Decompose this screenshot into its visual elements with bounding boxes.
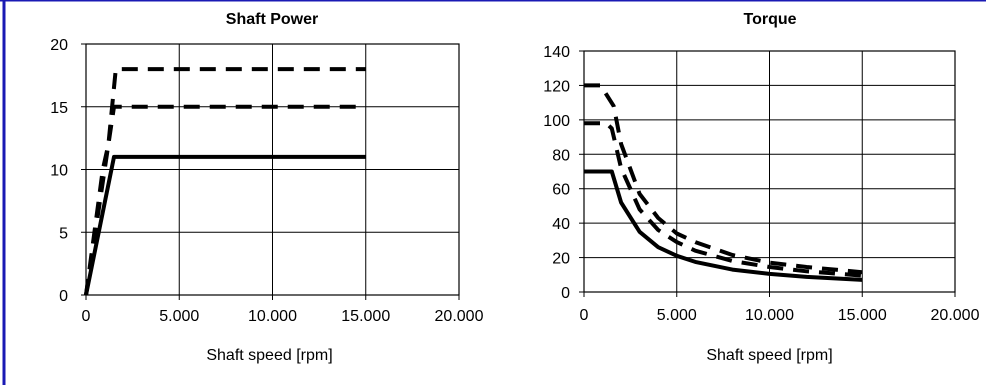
y-tick-label: 40 [552,216,570,233]
series-line-2 [84,104,366,296]
x-tick-label: 0 [82,308,91,325]
chart-torque: 0 5.000 10.000 15.000 20.000 0 20 40 60 80 100 120 1… [543,11,979,364]
y-tick-label: 10 [50,163,68,180]
x-tick-label: 20.000 [931,307,980,324]
y-tick-label: 0 [59,288,68,305]
series-line-1 [584,169,863,282]
x-tick-label: 5.000 [657,307,697,324]
x-tick-label: 15.000 [341,308,390,325]
y-tick-label: 80 [552,147,570,164]
y-tick-label: 100 [543,113,570,130]
chart-title: Shaft Power [226,11,318,28]
chart-title: Torque [743,11,796,28]
x-tick-label: 15.000 [838,307,887,324]
chart-shaft-power: 0 5.000 10.000 15.000 20.000 0 5 10 15 20 Shaft Po… [50,11,483,364]
x-tick-label: 5.000 [159,308,199,325]
x-axis-label: Shaft speed [rpm] [706,347,832,364]
x-axis-label: Shaft speed [rpm] [206,347,332,364]
series-line-2 [584,121,863,278]
x-tick-label: 10.000 [248,308,297,325]
x-tick-label: 10.000 [745,307,794,324]
series-line-1 [84,154,366,296]
y-tick-label: 5 [59,225,68,242]
y-tick-label: 0 [561,285,570,302]
y-tick-label: 20 [50,37,68,54]
series-line-3 [584,83,863,275]
x-tick-label: 20.000 [435,308,484,325]
y-tick-label: 120 [543,78,570,95]
series-line-3 [84,67,366,296]
y-tick-label: 140 [543,44,570,61]
x-tick-label: 0 [580,307,589,324]
y-tick-label: 20 [552,251,570,268]
y-tick-label: 60 [552,182,570,199]
y-tick-label: 15 [50,100,68,117]
